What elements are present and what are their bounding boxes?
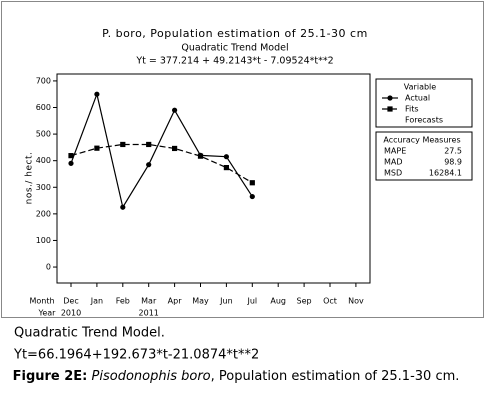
y-tick-label: 700 [36, 76, 51, 85]
accuracy-name: MSD [384, 169, 402, 178]
point [387, 95, 393, 101]
caption-label: Figure 2E: [13, 369, 88, 384]
x-tick-label: Jan [90, 297, 103, 306]
point [68, 160, 74, 166]
plot-frame [56, 73, 371, 284]
point [172, 145, 178, 152]
accuracy-value: 27.5 [444, 147, 462, 156]
y-tick-label: 500 [36, 130, 51, 139]
point [249, 193, 255, 200]
year-label: 2010 [61, 309, 81, 318]
series-line [70, 143, 253, 184]
point [94, 91, 100, 97]
y-tick-label: 0 [46, 263, 51, 272]
y-tick-label: 200 [36, 209, 51, 218]
x-tick-label: Apr [168, 297, 183, 306]
point [68, 153, 74, 159]
legend-box [375, 78, 473, 128]
point [172, 107, 178, 113]
x-row-label: Year [38, 309, 57, 318]
chart-subtitle: Quadratic Trend Model [181, 43, 288, 54]
series-line [70, 92, 253, 209]
point [249, 180, 255, 186]
x-tick-label: Sep [297, 297, 312, 306]
caption: Figure 2E: Pisodonophis boro, Population… [13, 369, 460, 384]
x-tick-label: Mar [141, 297, 157, 306]
point [387, 106, 393, 112]
point [146, 162, 152, 168]
y-axis-label: nos./ hect. [25, 152, 35, 205]
x-tick-label: Aug [270, 297, 286, 306]
equation: Yt = 377.214 + 49.2143*t - 7.09524*t**2 [135, 56, 333, 67]
legend-title: Variable [404, 83, 436, 92]
year-label: 2011 [139, 309, 159, 318]
y-tick-label: 600 [36, 103, 51, 112]
point [120, 204, 126, 210]
legend-label: Forecasts [405, 116, 443, 125]
figure-frame [1, 1, 484, 318]
accuracy-value: 16284.1 [429, 169, 462, 178]
x-tick-label: Jul [246, 297, 257, 306]
x-tick-label: Nov [348, 297, 364, 306]
caption-species: Pisodonophis boro [92, 369, 211, 384]
caption-rest: , Population estimation of 25.1-30 cm. [211, 369, 460, 384]
accuracy-name: MAPE [384, 147, 406, 156]
accuracy-value: 98.9 [444, 158, 462, 167]
y-tick-label: 400 [36, 156, 51, 165]
point [94, 145, 100, 151]
note: Quadratic Trend Model. [14, 326, 165, 341]
accuracy-box [375, 131, 473, 181]
x-tick-label: Oct [323, 297, 337, 306]
x-tick-label: Jun [219, 297, 233, 306]
legend-label: Fits [405, 105, 419, 114]
x-tick-label: Dec [63, 297, 78, 306]
note: Yt=66.1964+192.673*t-21.0874*t**2 [13, 348, 259, 363]
accuracy-title: Accuracy Measures [383, 136, 460, 145]
x-tick-label: Feb [116, 297, 130, 306]
chart-title: P. boro, Population estimation of 25.1-3… [102, 27, 368, 40]
point [223, 164, 229, 171]
accuracy-name: MAD [384, 158, 403, 167]
y-tick-label: 100 [36, 236, 51, 245]
point [223, 154, 229, 160]
point [197, 153, 204, 159]
y-tick-label: 300 [36, 183, 51, 192]
point [146, 141, 152, 148]
legend-label: Actual [405, 94, 430, 103]
point [120, 141, 126, 148]
x-tick-label: May [192, 297, 209, 306]
x-row-label: Month [29, 297, 54, 306]
